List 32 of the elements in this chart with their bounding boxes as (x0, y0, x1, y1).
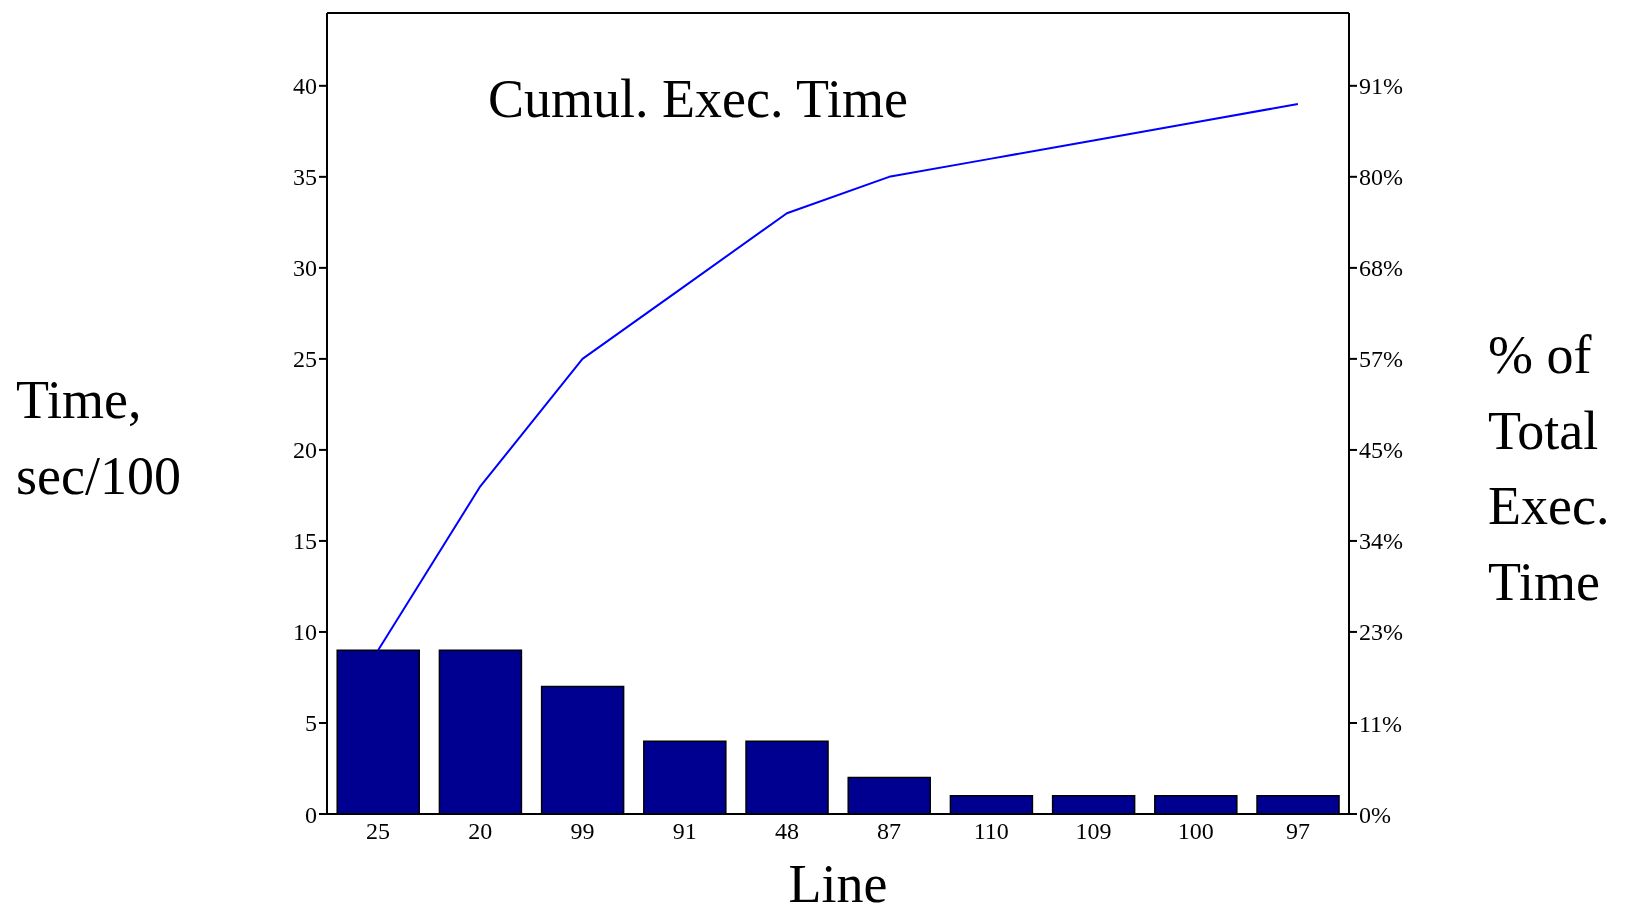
y2-tick-label: 45% (1359, 437, 1403, 464)
x-tick-label: 110 (973, 818, 1009, 845)
y-tick-label: 10 (293, 619, 317, 646)
y-tick-label: 5 (305, 710, 317, 737)
x-tick-label: 87 (877, 818, 902, 845)
x-axis-title: Line (787, 853, 889, 915)
y-tick-label: 0 (305, 801, 317, 828)
x-tick-label: 91 (672, 818, 697, 845)
y-tick-label: 25 (293, 346, 317, 373)
x-tick-label: 20 (468, 818, 493, 845)
y2-tick-label: 11% (1359, 710, 1403, 737)
x-tick-label: 97 (1285, 818, 1310, 845)
y-tick-label: 20 (293, 437, 317, 464)
y2-tick-label: 34% (1359, 528, 1403, 555)
y-axis-title: Time, sec/100 (16, 369, 182, 508)
annotation: Cumul. Exec. Time (488, 68, 909, 130)
y2-tick-label: 57% (1359, 346, 1403, 373)
x-tick-label: 48 (774, 818, 799, 845)
y2-tick-label: 23% (1359, 619, 1403, 646)
y2-tick-label: 0% (1359, 801, 1391, 828)
x-tick-label: 99 (570, 818, 595, 845)
x-tick-label: 100 (1177, 818, 1214, 845)
y2-tick-label: 80% (1359, 164, 1403, 191)
x-tick-label: 25 (366, 818, 391, 845)
x-tick-label: 109 (1075, 818, 1112, 845)
y-tick-label: 15 (293, 528, 317, 555)
y-tick-label: 40 (293, 73, 317, 100)
y2-tick-label: 68% (1359, 255, 1403, 282)
y2-tick-label: 91% (1359, 73, 1403, 100)
y2-axis-title: % of Total Exec. Time (1488, 324, 1611, 614)
y-tick-label: 35 (293, 164, 317, 191)
y-tick-label: 30 (293, 255, 317, 282)
